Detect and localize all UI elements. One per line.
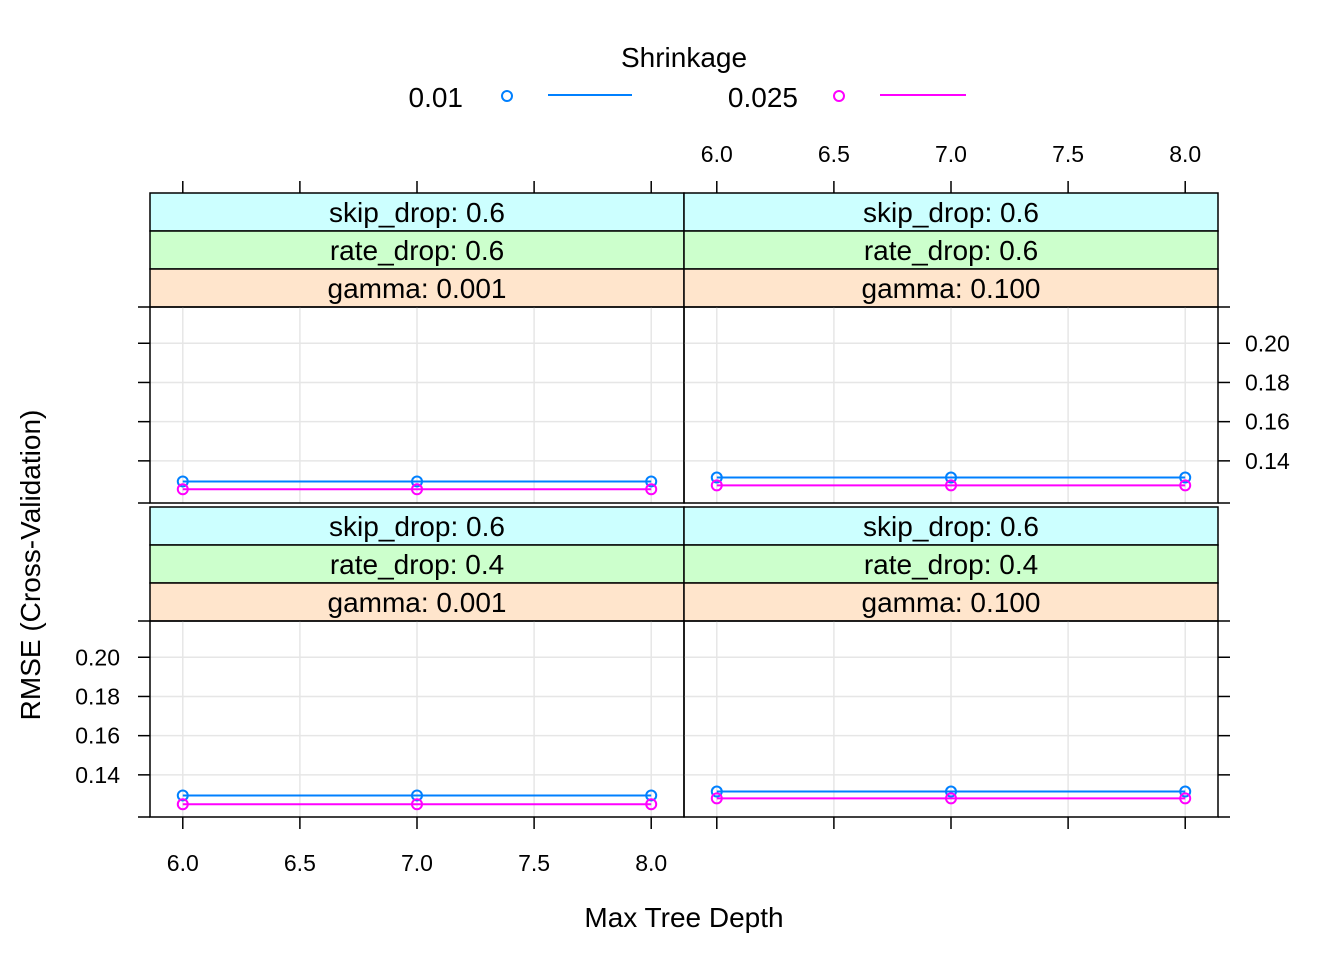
- data-point: [411, 483, 423, 496]
- y-axis-left-tick-label: 0.18: [75, 683, 120, 709]
- legend-title: Shrinkage: [621, 42, 747, 73]
- x-axis-top-tick-label: 8.0: [1169, 141, 1201, 167]
- strip-background: [149, 544, 685, 584]
- strip-label: rate_drop: 0.4: [864, 549, 1038, 580]
- data-point: [945, 471, 957, 484]
- data-point: [710, 785, 723, 798]
- data-point: [176, 789, 189, 802]
- panel: skip_drop: 0.6 rate_drop: 0.4 gamma: 0.001: [149, 506, 685, 818]
- legend: Shrinkage 0.01 0.025: [409, 42, 966, 113]
- legend-label: 0.025: [728, 82, 798, 113]
- panel: skip_drop: 0.6 rate_drop: 0.4 gamma: 0.100: [683, 506, 1219, 818]
- x-axis-bottom-tick-label: 6.0: [167, 850, 199, 876]
- y-axis-right-tick-label: 0.14: [1245, 448, 1290, 474]
- x-axis-top-tick-label: 7.5: [1052, 141, 1084, 167]
- strip-label: skip_drop: 0.6: [329, 197, 505, 228]
- strip-background: [149, 582, 685, 622]
- x-axis-bottom-tick-label: 7.5: [518, 850, 550, 876]
- legend-point-symbol: [501, 90, 513, 102]
- data-point: [710, 479, 723, 492]
- strip-background: [683, 544, 1219, 584]
- strip-background: [149, 192, 685, 232]
- strip-background: [149, 506, 685, 546]
- data-point: [645, 798, 658, 811]
- legend-label: 0.01: [409, 82, 464, 113]
- data-point: [645, 475, 658, 488]
- strip-label: rate_drop: 0.6: [864, 235, 1038, 266]
- strip-label: skip_drop: 0.6: [863, 197, 1039, 228]
- data-point: [176, 483, 189, 496]
- strip-label: gamma: 0.001: [328, 273, 507, 304]
- strip-label: rate_drop: 0.6: [330, 235, 504, 266]
- x-axis-title: Max Tree Depth: [584, 902, 783, 933]
- strip-label: skip_drop: 0.6: [863, 511, 1039, 542]
- x-axis-bottom-tick-label: 7.0: [401, 850, 433, 876]
- strip-background: [149, 230, 685, 270]
- data-point: [645, 483, 658, 496]
- strip-label: gamma: 0.100: [862, 273, 1041, 304]
- strip-label: skip_drop: 0.6: [329, 511, 505, 542]
- y-axis-left-tick-label: 0.16: [75, 723, 120, 749]
- strip-label: gamma: 0.001: [328, 587, 507, 618]
- data-point: [411, 789, 423, 802]
- data-point: [945, 792, 957, 805]
- strip-label: gamma: 0.100: [862, 587, 1041, 618]
- strip-background: [683, 268, 1219, 308]
- data-point: [411, 475, 423, 488]
- strip-background: [683, 582, 1219, 622]
- data-point: [945, 479, 957, 492]
- data-point: [645, 789, 658, 802]
- panel: skip_drop: 0.6 rate_drop: 0.6 gamma: 0.001: [149, 192, 685, 504]
- data-point: [411, 798, 423, 811]
- y-axis-right-tick-label: 0.16: [1245, 409, 1290, 435]
- y-axis-right-tick-label: 0.20: [1245, 330, 1290, 356]
- y-axis-left-tick-label: 0.20: [75, 644, 120, 670]
- panel-frame: [683, 306, 1219, 504]
- strip-background: [149, 268, 685, 308]
- x-axis-top-tick-label: 6.0: [701, 141, 733, 167]
- data-point: [945, 785, 957, 798]
- legend-point-symbol: [833, 90, 845, 102]
- data-point: [1179, 792, 1192, 805]
- y-axis-left-tick-label: 0.14: [75, 762, 120, 788]
- data-point: [710, 471, 723, 484]
- x-axis-top-tick-label: 7.0: [935, 141, 967, 167]
- x-axis-bottom-tick-label: 6.5: [284, 850, 316, 876]
- strip-background: [683, 506, 1219, 546]
- strip-background: [683, 192, 1219, 232]
- data-point: [1179, 471, 1192, 484]
- panel: skip_drop: 0.6 rate_drop: 0.6 gamma: 0.100: [683, 192, 1219, 504]
- x-axis-top-tick-label: 6.5: [818, 141, 850, 167]
- y-axis-right-tick-label: 0.18: [1245, 369, 1290, 395]
- y-axis-title: RMSE (Cross-Validation): [15, 410, 46, 721]
- strip-background: [683, 230, 1219, 270]
- data-point: [710, 792, 723, 805]
- data-point: [176, 798, 189, 811]
- data-point: [1179, 785, 1192, 798]
- strip-label: rate_drop: 0.4: [330, 549, 504, 580]
- data-point: [176, 475, 189, 488]
- data-point: [1179, 479, 1192, 492]
- x-axis-bottom-tick-label: 8.0: [635, 850, 667, 876]
